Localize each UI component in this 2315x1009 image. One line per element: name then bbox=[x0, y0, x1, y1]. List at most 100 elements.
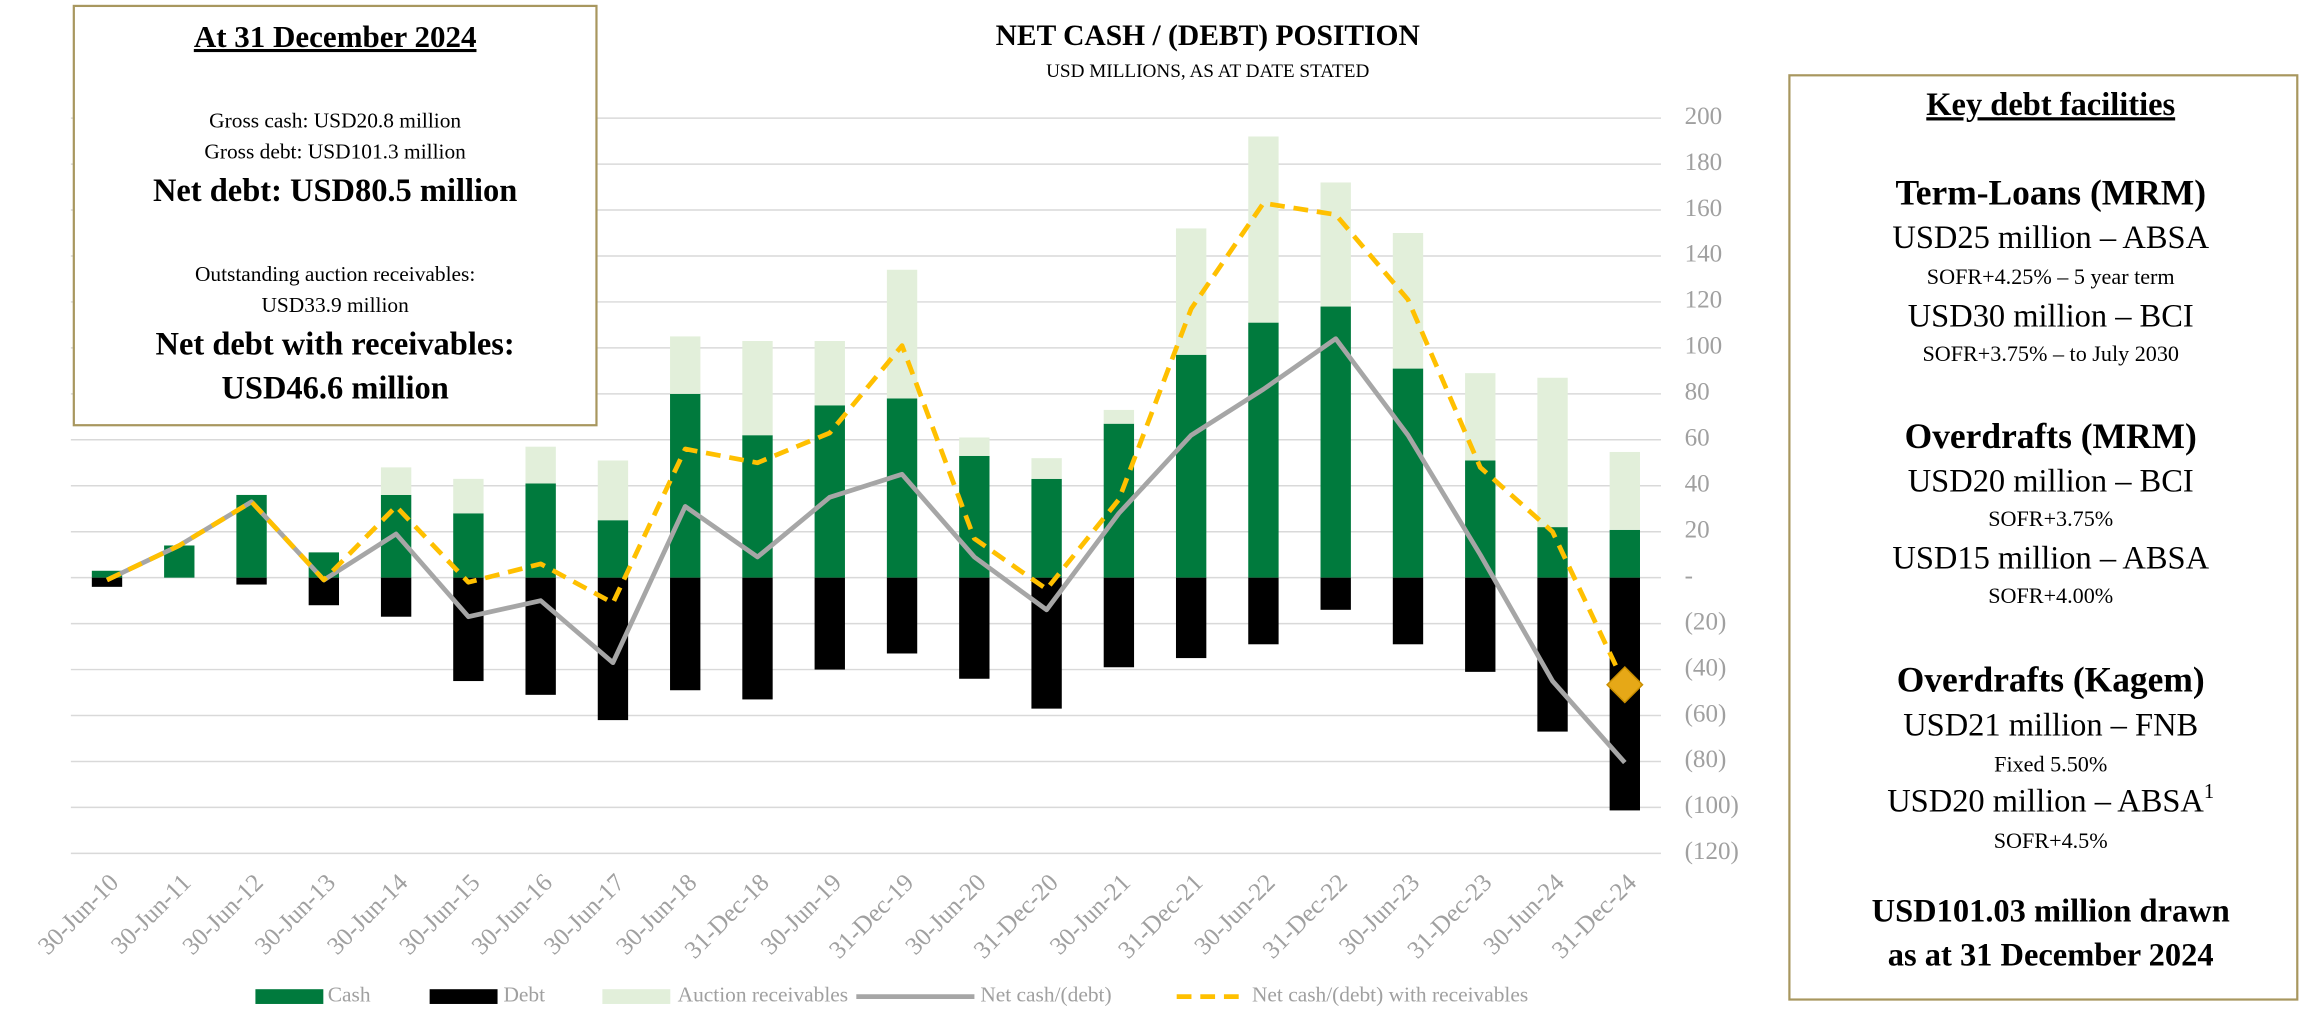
bar bbox=[380, 467, 412, 495]
facility-terms: SOFR+3.75% – to July 2030 bbox=[1922, 341, 2179, 366]
bar bbox=[886, 577, 918, 654]
bar bbox=[742, 577, 773, 700]
footnote-mark: 1 bbox=[2204, 781, 2214, 803]
facility-terms: Fixed 5.50% bbox=[1994, 751, 2107, 776]
bar bbox=[1248, 136, 1279, 323]
bar bbox=[380, 577, 412, 617]
y-tick-label: 140 bbox=[1685, 241, 1723, 268]
facility-line: USD20 million – ABSA1 bbox=[1887, 781, 2214, 821]
summary-highlight: Net debt: USD80.5 million bbox=[153, 173, 517, 209]
summary-line: Gross cash: USD20.8 million bbox=[209, 108, 461, 132]
point-marker bbox=[1606, 665, 1644, 704]
bar bbox=[742, 340, 773, 436]
legend-swatch bbox=[255, 989, 324, 1004]
facilities-footer: as at 31 December 2024 bbox=[1888, 938, 2214, 974]
bar bbox=[1320, 577, 1351, 610]
bar bbox=[1392, 368, 1424, 578]
summary-line: USD33.9 million bbox=[261, 293, 409, 317]
y-tick-label: 180 bbox=[1685, 149, 1723, 176]
bar bbox=[1175, 577, 1207, 659]
x-tick-label: 30-Jun-10 bbox=[33, 869, 124, 960]
facility-terms: SOFR+4.00% bbox=[1988, 583, 2113, 608]
facility-heading: Term-Loans (MRM) bbox=[1895, 172, 2206, 212]
y-tick-label: 80 bbox=[1685, 379, 1710, 406]
bar bbox=[525, 577, 556, 695]
bar bbox=[1031, 478, 1062, 578]
bar bbox=[453, 513, 484, 578]
summary-highlight: Net debt with receivables: bbox=[156, 326, 515, 362]
y-tick-label: 20 bbox=[1685, 516, 1710, 543]
y-tick-label: (40) bbox=[1685, 654, 1727, 681]
legend-label: Net cash/(debt) with receivables bbox=[1252, 982, 1528, 1006]
facility-terms: SOFR+3.75% bbox=[1988, 506, 2113, 531]
facilities-frame bbox=[1788, 74, 2299, 1001]
summary-line: Outstanding auction receivables: bbox=[195, 262, 475, 286]
facility-line: USD21 million – FNB bbox=[1903, 707, 2198, 743]
summary-title: At 31 December 2024 bbox=[194, 19, 477, 54]
line bbox=[105, 336, 1627, 765]
bar bbox=[1031, 458, 1062, 479]
y-tick-label: (60) bbox=[1685, 700, 1727, 727]
bar bbox=[1465, 460, 1496, 578]
summary-highlight: USD46.6 million bbox=[221, 371, 448, 407]
bar bbox=[886, 269, 918, 399]
legend-label: Debt bbox=[503, 982, 545, 1006]
facilities-footer: USD101.03 million drawn bbox=[1872, 893, 2230, 929]
bar bbox=[1175, 354, 1207, 578]
line bbox=[105, 200, 1627, 686]
chart-title: NET CASH / (DEBT) POSITION bbox=[996, 20, 1420, 52]
bar bbox=[453, 577, 484, 682]
facility-line: USD25 million – ABSA bbox=[1892, 220, 2209, 256]
bar bbox=[91, 570, 123, 578]
facility-line-text: USD20 million – ABSA bbox=[1887, 784, 2204, 820]
facilities-title: Key debt facilities bbox=[1926, 87, 2175, 123]
summary-line: Gross debt: USD101.3 million bbox=[204, 139, 466, 163]
bar bbox=[670, 336, 701, 394]
bar bbox=[959, 577, 990, 679]
y-tick-label: 160 bbox=[1685, 195, 1723, 222]
facility-line: USD30 million – BCI bbox=[1908, 298, 2194, 334]
facility-line: USD20 million – BCI bbox=[1908, 464, 2194, 500]
bar bbox=[91, 577, 123, 587]
bar bbox=[1465, 577, 1496, 672]
legend-label: Cash bbox=[328, 982, 371, 1006]
y-tick-label: - bbox=[1685, 562, 1693, 589]
facility-terms: SOFR+4.25% – 5 year term bbox=[1927, 264, 2175, 289]
bar bbox=[597, 520, 629, 578]
y-tick-label: 40 bbox=[1685, 471, 1710, 498]
bar bbox=[453, 478, 484, 514]
bar bbox=[1537, 377, 1568, 528]
legend-label: Net cash/(debt) bbox=[980, 982, 1111, 1006]
bar bbox=[814, 340, 845, 406]
legend-swatch bbox=[429, 989, 498, 1004]
y-tick-label: (120) bbox=[1685, 838, 1739, 865]
y-tick-label: 60 bbox=[1685, 425, 1710, 452]
bar bbox=[1103, 409, 1135, 424]
facilities-box: Key debt facilities Term-Loans (MRM) USD… bbox=[1788, 74, 2299, 1001]
bar bbox=[236, 577, 267, 585]
facility-line: USD15 million – ABSA bbox=[1892, 540, 2209, 576]
legend-swatch bbox=[602, 989, 671, 1004]
bar bbox=[597, 460, 629, 521]
facility-heading: Overdrafts (MRM) bbox=[1905, 416, 2197, 456]
y-tick-label: (20) bbox=[1685, 608, 1727, 635]
legend-label: Auction receivables bbox=[678, 982, 848, 1006]
bar bbox=[1392, 577, 1424, 645]
bar bbox=[1609, 451, 1640, 530]
bar bbox=[1537, 577, 1568, 732]
y-tick-label: 100 bbox=[1685, 333, 1723, 360]
facility-heading: Overdrafts (Kagem) bbox=[1897, 660, 2205, 700]
summary-frame bbox=[72, 4, 598, 427]
y-tick-label: (80) bbox=[1685, 746, 1727, 773]
y-tick-label: 120 bbox=[1685, 287, 1723, 314]
bar bbox=[525, 446, 556, 484]
y-tick-label: (100) bbox=[1685, 792, 1739, 819]
facility-terms: SOFR+4.5% bbox=[1994, 828, 2108, 853]
bar bbox=[1248, 322, 1279, 578]
bar bbox=[670, 577, 701, 691]
bar bbox=[670, 393, 701, 578]
bar bbox=[1248, 577, 1279, 645]
summary-box: At 31 December 2024 Gross cash: USD20.8 … bbox=[72, 4, 598, 427]
